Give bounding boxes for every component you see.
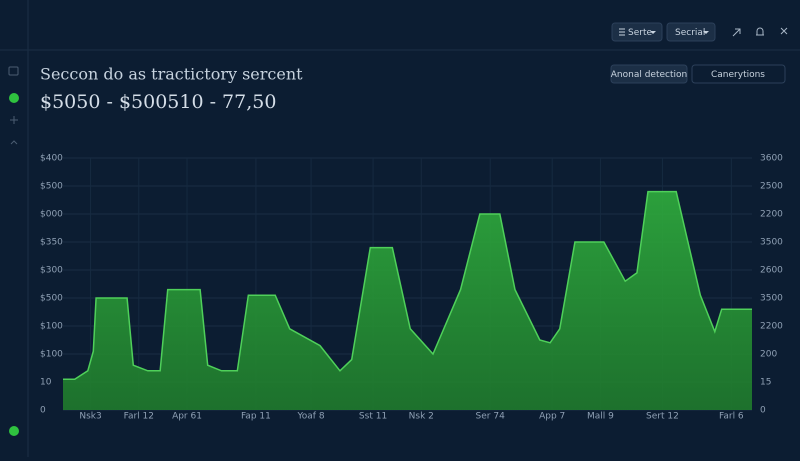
close-icon[interactable] bbox=[780, 27, 788, 35]
y2-tick-label: 3500 bbox=[760, 238, 783, 248]
y2-tick-label: 2500 bbox=[760, 182, 783, 192]
status-dot[interactable] bbox=[9, 426, 19, 436]
x-tick-label: Farl 6 bbox=[719, 412, 744, 422]
area-line bbox=[63, 190, 752, 380]
sidebar-icon[interactable] bbox=[10, 116, 18, 124]
dropdown-arrow bbox=[703, 31, 709, 34]
button-label: Anonal detection bbox=[611, 70, 687, 80]
y2-tick-label: 0 bbox=[760, 406, 766, 416]
y2-tick-label: 15 bbox=[760, 378, 771, 388]
expand-icon[interactable] bbox=[732, 28, 741, 37]
title: Seccon do as tractictory sercent bbox=[40, 65, 303, 84]
x-tick-label: Yoaf 8 bbox=[296, 412, 324, 422]
y-tick-label: $300 bbox=[40, 266, 63, 276]
x-tick-label: Apr 61 bbox=[172, 412, 202, 422]
button-label: Canerytions bbox=[711, 70, 765, 80]
y2-tick-label: 3600 bbox=[760, 154, 783, 164]
y-tick-label: $500 bbox=[40, 294, 63, 304]
y2-tick-label: 2200 bbox=[760, 322, 783, 332]
status-dot[interactable] bbox=[9, 93, 19, 103]
x-tick-label: Ser 74 bbox=[476, 412, 506, 422]
y2-tick-label: 2600 bbox=[760, 266, 783, 276]
x-tick-label: Fap 11 bbox=[241, 412, 271, 422]
x-tick-label: Sert 12 bbox=[646, 412, 679, 422]
y-tick-label: $000 bbox=[40, 210, 63, 220]
y-tick-label: 0 bbox=[40, 406, 46, 416]
chart: 0 10 $100 $100 $500 $300 $350 $000 $500 $400 0 15 20… bbox=[40, 154, 783, 422]
bell-icon[interactable] bbox=[756, 27, 764, 36]
dropdown-arrow bbox=[650, 31, 656, 34]
x-tick-label: Nsk3 bbox=[79, 412, 101, 422]
categories-button[interactable] bbox=[691, 64, 786, 84]
x-tick-label: App 7 bbox=[539, 412, 565, 422]
y-tick-label: $100 bbox=[40, 350, 63, 360]
y-tick-label: $100 bbox=[40, 322, 63, 332]
x-tick-label: Farl 12 bbox=[124, 412, 154, 422]
y2-tick-label: 3500 bbox=[760, 294, 783, 304]
sidebar-icon[interactable] bbox=[10, 140, 18, 145]
y2-tick-label: 2200 bbox=[760, 210, 783, 220]
sidebar-icon[interactable] bbox=[8, 66, 19, 76]
anomaly-button[interactable] bbox=[610, 64, 688, 84]
y-tick-label: 10 bbox=[40, 378, 52, 388]
y2-tick-label: 200 bbox=[760, 350, 777, 360]
button-label: Secrial bbox=[675, 28, 705, 38]
series-button[interactable] bbox=[611, 22, 663, 42]
subtitle: $5050 - $500510 - 77,50 bbox=[40, 91, 276, 113]
area bbox=[63, 191, 752, 410]
y-tick-label: $500 bbox=[40, 182, 63, 192]
x-tick-label: Nsk 2 bbox=[409, 412, 434, 422]
period-button[interactable] bbox=[666, 22, 716, 42]
y-tick-label: $400 bbox=[40, 154, 63, 164]
menu-icon bbox=[619, 28, 625, 36]
button-label: Serte bbox=[628, 28, 652, 38]
y-tick-label: $350 bbox=[40, 238, 63, 248]
x-tick-label: Sst 11 bbox=[359, 412, 387, 422]
x-tick-label: Mall 9 bbox=[587, 412, 614, 422]
